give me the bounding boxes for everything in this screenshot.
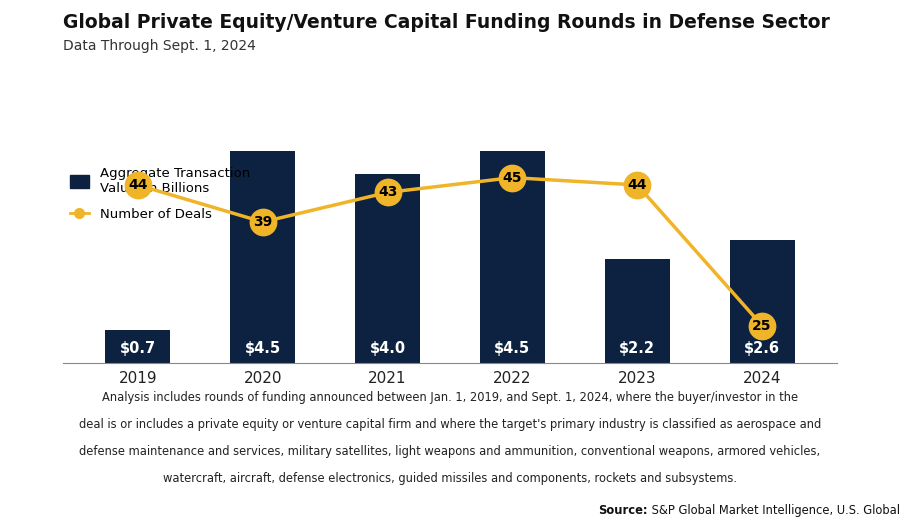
- Text: $4.5: $4.5: [245, 341, 281, 356]
- Text: $4.5: $4.5: [494, 341, 530, 356]
- Text: $2.2: $2.2: [619, 341, 655, 356]
- Bar: [230, 151, 295, 363]
- Text: Source:: Source:: [598, 504, 648, 517]
- Text: deal is or includes a private equity or venture capital firm and where the targe: deal is or includes a private equity or …: [79, 418, 821, 431]
- Text: $0.7: $0.7: [120, 341, 156, 356]
- Text: 44: 44: [627, 178, 647, 192]
- Text: 43: 43: [378, 185, 397, 199]
- Bar: [480, 151, 544, 363]
- Bar: [730, 240, 795, 363]
- Text: 39: 39: [253, 215, 273, 229]
- Text: watercraft, aircraft, defense electronics, guided missiles and components, rocke: watercraft, aircraft, defense electronic…: [163, 472, 737, 485]
- Text: $4.0: $4.0: [370, 341, 406, 356]
- Text: 45: 45: [503, 170, 522, 184]
- Legend: Aggregate Transaction
Value, in Billions, Number of Deals: Aggregate Transaction Value, in Billions…: [69, 167, 250, 221]
- Text: S&P Global Market Intelligence, U.S. Global Investors: S&P Global Market Intelligence, U.S. Glo…: [648, 504, 900, 517]
- Bar: [356, 174, 420, 363]
- Text: Data Through Sept. 1, 2024: Data Through Sept. 1, 2024: [63, 39, 256, 53]
- Text: 44: 44: [128, 178, 148, 192]
- Text: 25: 25: [752, 319, 772, 333]
- Bar: [605, 259, 670, 363]
- Text: Global Private Equity/Venture Capital Funding Rounds in Defense Sector: Global Private Equity/Venture Capital Fu…: [63, 13, 830, 32]
- Text: Analysis includes rounds of funding announced between Jan. 1, 2019, and Sept. 1,: Analysis includes rounds of funding anno…: [102, 391, 798, 404]
- Bar: [105, 329, 170, 363]
- Text: $2.6: $2.6: [744, 341, 780, 356]
- Text: defense maintenance and services, military satellites, light weapons and ammunit: defense maintenance and services, milita…: [79, 445, 821, 458]
